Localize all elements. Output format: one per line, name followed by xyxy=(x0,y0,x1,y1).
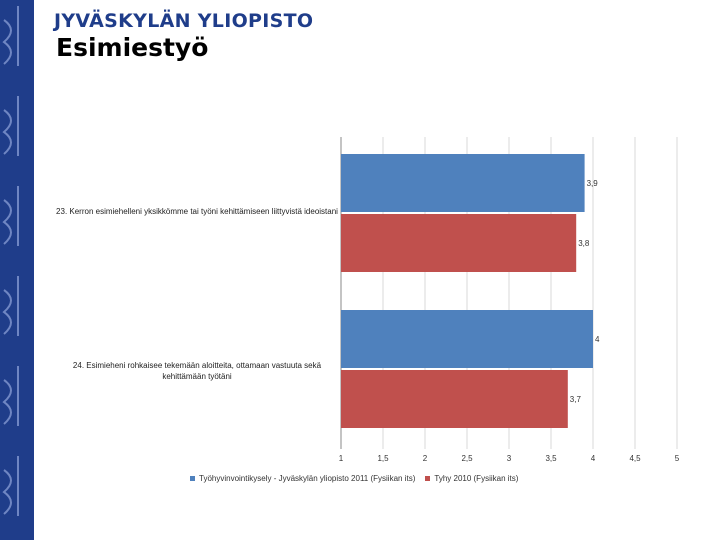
x-tick-label-6: 4 xyxy=(591,454,596,463)
legend-item-series-1: Työhyvinvointikysely - Jyväskylän yliopi… xyxy=(190,474,415,483)
x-tick-label-0: 1 xyxy=(339,454,344,463)
university-name: JYVÄSKYLÄN YLIOPISTO xyxy=(54,10,314,32)
legend-item-series-2: Tyhy 2010 (Fysiikan its) xyxy=(425,474,518,483)
x-tick-label-2: 2 xyxy=(423,454,428,463)
bar-series2-cat2 xyxy=(341,370,568,428)
legend-label-series-2: Tyhy 2010 (Fysiikan its) xyxy=(434,474,519,483)
data-label-series1-cat1: 3,9 xyxy=(587,179,599,188)
bar-series1-cat2 xyxy=(341,310,593,368)
x-tick-label-5: 3,5 xyxy=(545,454,557,463)
x-tick-label-3: 2,5 xyxy=(461,454,473,463)
sidebar-decoration xyxy=(0,0,34,540)
x-tick-label-8: 5 xyxy=(675,454,680,463)
legend-label-series-1: Työhyvinvointikysely - Jyväskylän yliopi… xyxy=(199,474,416,483)
page-title: Esimiestyö xyxy=(56,33,209,62)
x-tick-label-7: 4,5 xyxy=(629,454,641,463)
logo-pattern-icon xyxy=(2,6,19,516)
data-label-series1-cat2: 4 xyxy=(595,335,600,344)
data-label-series2-cat2: 3,7 xyxy=(570,395,582,404)
chart-legend: Työhyvinvointikysely - Jyväskylän yliopi… xyxy=(190,474,518,483)
category-label-0: 23. Kerron esimiehelleni yksikkömme tai … xyxy=(56,207,338,216)
bar-series2-cat1 xyxy=(341,214,577,272)
x-tick-label-1: 1,5 xyxy=(377,454,389,463)
legend-swatch-series-2 xyxy=(425,476,431,481)
bar-series1-cat1 xyxy=(341,154,585,212)
category-label-1: 24. Esimieheni rohkaisee tekemään aloitt… xyxy=(72,361,322,381)
data-label-series2-cat1: 3,8 xyxy=(578,239,590,248)
x-tick-label-4: 3 xyxy=(507,454,512,463)
legend-swatch-series-1 xyxy=(190,476,195,481)
